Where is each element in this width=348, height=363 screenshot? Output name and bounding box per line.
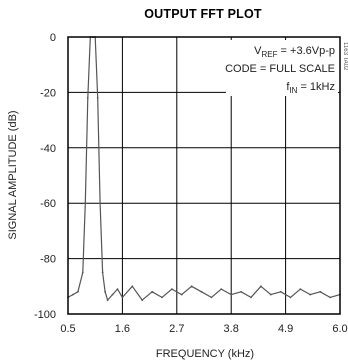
fft-point [289,296,292,299]
y-tick-label: -20 [40,87,56,99]
annotation-vref: VREF = +3.6Vp-p [254,45,335,59]
fft-point [121,296,124,299]
plot-frame [67,36,341,315]
annotation-fin: fIN = 1kHz [286,81,335,95]
fft-point [161,296,163,299]
fft-point [96,97,99,99]
fft-point [319,290,322,293]
fft-point [141,299,144,301]
annotation-vref-rest: = +3.6Vp-p [278,45,336,57]
fft-point [84,202,87,205]
y-tick-label: -60 [40,198,56,210]
fft-point [131,285,134,288]
fft-point [77,290,79,293]
annotation-code: CODE = FULL SCALE [225,63,335,75]
annotation-vref-sub: REF [262,50,278,59]
annotation-backdrop [226,40,338,96]
x-tick-labels: 0.5 1.6 2.7 3.8 4.9 6.0 [60,323,347,335]
x-tick-label: 2.7 [169,323,184,335]
fft-point [250,296,252,299]
fft-point [111,293,114,296]
y-tick-labels: 0 -20 -40 -60 -80 -100 [34,32,56,321]
fft-point [279,290,282,293]
x-tick-label: 6.0 [332,323,347,335]
y-tick-label: 0 [50,32,56,44]
fft-point [269,293,272,296]
fft-point [106,299,109,301]
fft-point [72,293,74,296]
fft-point [299,288,302,290]
annotation-vref-main: V [254,45,262,57]
fft-point [210,296,213,299]
fft-point [309,293,312,296]
fft-point [329,296,331,299]
fft-point [99,202,101,205]
fft-point [240,290,243,293]
annotation-fin-sub: IN [289,86,297,95]
y-tick-label: -100 [34,309,56,321]
fft-point [116,288,119,290]
chart-title: OUTPUT FFT PLOT [144,7,262,21]
fft-point [81,271,84,274]
figure-code: 1163 TA02 [342,42,348,71]
fft-point [171,288,173,290]
y-axis-label: SIGNAL AMPLITUDE (dB) [7,110,19,239]
x-tick-label: 0.5 [60,323,75,335]
fft-point [101,271,104,274]
annotation-fin-main: f [286,81,290,93]
fft-point [151,290,154,293]
fft-point [220,288,223,290]
x-axis-label: FREQUENCY (kHz) [156,348,254,360]
x-tick-label: 3.8 [224,323,239,335]
y-tick-label: -80 [40,254,56,266]
fft-point [86,97,89,99]
fft-point [104,290,106,293]
fft-point [200,290,203,293]
x-tick-label: 4.9 [278,323,293,335]
y-tick-label: -40 [40,143,56,155]
fft-point [230,293,233,296]
fft-point [190,285,193,288]
x-tick-label: 1.6 [115,323,130,335]
fft-point [260,285,262,288]
fft-point [180,293,183,296]
annotation-fin-rest: = 1kHz [297,81,335,93]
